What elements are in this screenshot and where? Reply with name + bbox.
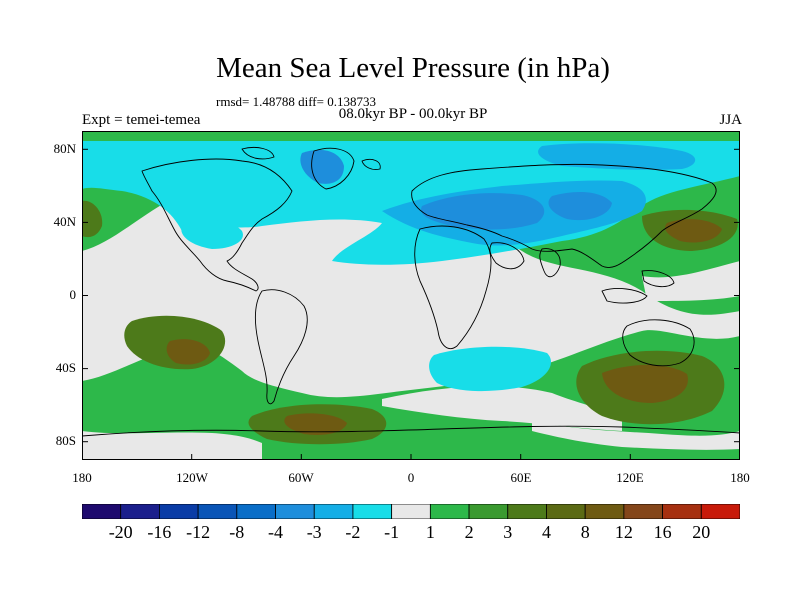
map-title: Mean Sea Level Pressure (in hPa) xyxy=(216,52,610,84)
colorbar-label: 8 xyxy=(580,522,590,542)
y-label-80n: 80N xyxy=(53,141,76,156)
colorbar-box xyxy=(391,504,431,519)
field-high-antarctic-core xyxy=(284,413,347,435)
colorbar-box xyxy=(623,504,663,519)
field-low-medium-arctic xyxy=(538,143,696,170)
field-neutral-southern xyxy=(382,386,622,431)
colorbar-label: -20 xyxy=(108,522,133,542)
field-high-west-pacific-core xyxy=(665,219,722,243)
colorbar xyxy=(82,504,740,519)
x-label-60w: 60W xyxy=(288,470,314,485)
field-neutral-antarctic-east xyxy=(532,421,740,450)
colorbar-box xyxy=(236,504,276,519)
colorbar-box xyxy=(120,504,160,519)
field-neutral-antarctic xyxy=(82,431,262,460)
colorbar-box xyxy=(352,504,393,519)
colorbar-box xyxy=(313,504,354,519)
x-label-180w: 180 xyxy=(72,470,92,485)
y-label-80s: 80S xyxy=(55,433,76,448)
field-low-strong-asia xyxy=(548,191,612,221)
colorbar-label: 12 xyxy=(614,522,633,542)
coastlines xyxy=(82,146,740,437)
colorbar-label: 16 xyxy=(653,522,672,542)
colorbar-box xyxy=(468,504,509,519)
field-neutral-east xyxy=(642,261,740,301)
colorbar-box xyxy=(546,504,586,519)
field-high-north-pacific xyxy=(82,200,103,238)
experiment-label: Expt = temei-temea xyxy=(82,112,201,128)
colorbar-label: -2 xyxy=(345,522,361,542)
colorbar-box xyxy=(662,504,702,519)
y-axis-ticks xyxy=(82,148,740,443)
colorbar-label: 20 xyxy=(692,522,711,542)
colorbar-label: 4 xyxy=(542,522,551,542)
field-low-nw-atlantic xyxy=(181,219,243,249)
field-low-southern-ocean xyxy=(429,346,551,392)
y-label-equator: 0 xyxy=(69,287,77,302)
x-label-60e: 60E xyxy=(510,470,532,485)
x-label-120e: 120E xyxy=(616,470,644,485)
colorbar-label: -3 xyxy=(306,522,322,542)
colorbar-box xyxy=(429,504,470,519)
colorbar-label: -4 xyxy=(268,522,283,542)
colorbar-label: 1 xyxy=(425,522,435,542)
rmsd-diff-stats: rmsd= 1.48788 diff= 0.138733 xyxy=(216,94,376,109)
pressure-anomaly-map xyxy=(82,131,740,460)
time-period-label: 08.0kyr BP - 00.0kyr BP xyxy=(338,106,488,122)
colorbar-label: -1 xyxy=(384,522,400,542)
field-low-strong-eurasia xyxy=(421,193,545,230)
x-label-0: 0 xyxy=(407,470,415,485)
colorbar-label: -16 xyxy=(147,522,172,542)
y-label-40n: 40N xyxy=(53,214,76,229)
x-label-180e: 180 xyxy=(730,470,750,485)
colorbar-box xyxy=(507,504,547,519)
field-neutral-band xyxy=(82,184,740,398)
colorbar-box xyxy=(159,504,199,519)
colorbar-label: -12 xyxy=(186,522,211,542)
field-high-south-pacific-core xyxy=(166,339,210,365)
colorbar-box xyxy=(197,504,238,519)
season-label: JJA xyxy=(719,112,742,128)
colorbar-box xyxy=(82,504,122,519)
colorbar-box xyxy=(700,504,740,519)
x-axis-ticks xyxy=(191,454,631,460)
field-low-strong-greenland xyxy=(300,149,344,184)
colorbar-label: 2 xyxy=(464,522,474,542)
colorbar-label: 3 xyxy=(503,522,513,542)
colorbar-label: -8 xyxy=(229,522,245,542)
colorbar-box xyxy=(584,504,625,519)
colorbar-box xyxy=(275,504,315,519)
field-high-south-indian-core xyxy=(602,364,688,403)
y-label-40s: 40S xyxy=(55,360,76,375)
x-label-120w: 120W xyxy=(176,470,208,485)
